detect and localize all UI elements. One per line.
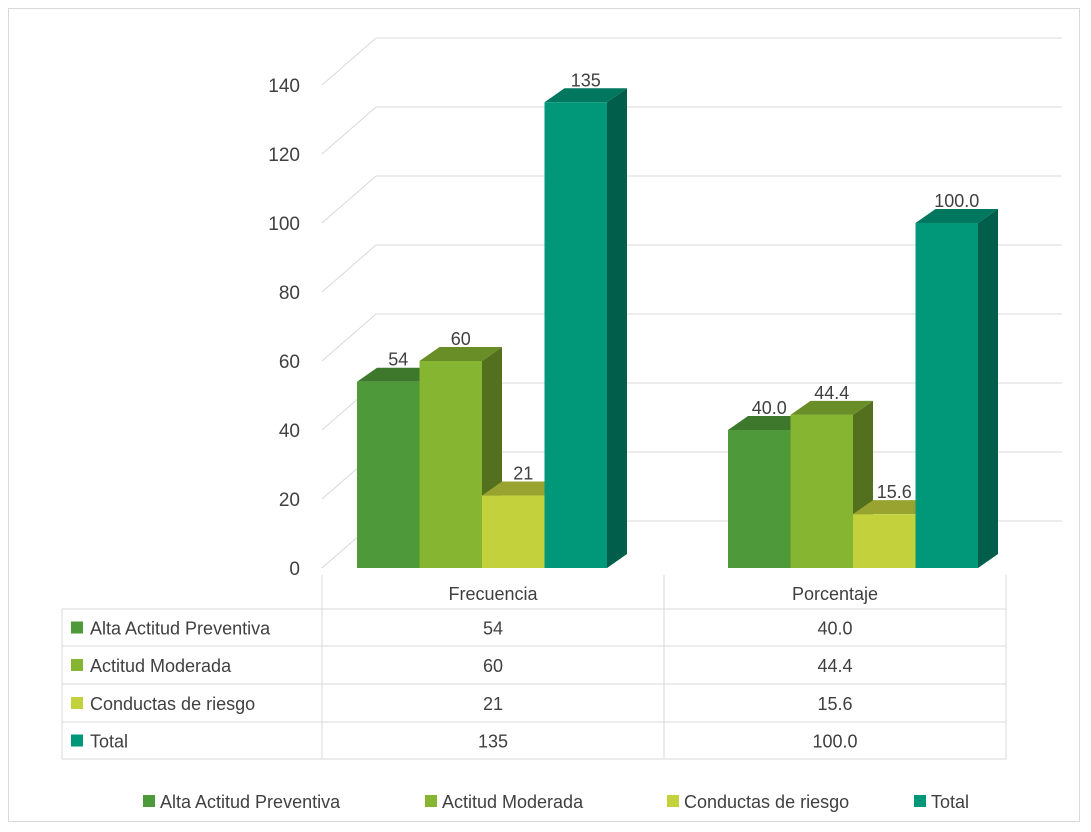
bar-top — [482, 481, 565, 496]
y-tick-label: 140 — [268, 76, 300, 97]
table-row-label: Total — [90, 732, 128, 752]
data-label: 135 — [571, 70, 601, 90]
legend-label: Conductas de riesgo — [684, 792, 849, 812]
bar-side — [607, 88, 627, 568]
gridline-side — [321, 244, 377, 293]
table-cell: 44.4 — [817, 656, 852, 676]
legend-label: Alta Actitud Preventiva — [160, 792, 341, 812]
legend-key — [425, 795, 437, 807]
legend-key — [143, 795, 155, 807]
data-label: 54 — [388, 350, 408, 370]
y-tick-label: 120 — [268, 145, 300, 166]
data-label: 40.0 — [752, 398, 787, 418]
legend-key — [667, 795, 679, 807]
bar-top — [357, 367, 440, 382]
table-legend-key — [71, 734, 83, 747]
gridline-side — [321, 313, 377, 362]
bar-top — [419, 347, 502, 361]
y-tick-label: 80 — [279, 283, 300, 304]
bar — [544, 102, 607, 568]
data-label: 21 — [513, 464, 533, 484]
table-header: Porcentaje — [792, 584, 878, 604]
bar — [419, 361, 482, 568]
bar — [853, 514, 916, 568]
gridline-side — [321, 37, 377, 86]
table-cell: 100.0 — [812, 732, 857, 752]
bar — [482, 495, 545, 568]
table-cell: 60 — [483, 656, 503, 676]
data-label: 15.6 — [877, 482, 912, 502]
bar-side — [978, 209, 998, 568]
table-legend-key — [71, 621, 83, 634]
table-cell: 21 — [483, 694, 503, 714]
table-header: Frecuencia — [448, 584, 538, 604]
table-legend-key — [71, 697, 83, 709]
y-tick-label: 20 — [279, 490, 300, 511]
table-legend-key — [71, 659, 83, 671]
bar — [790, 414, 853, 568]
table-cell: 40.0 — [817, 619, 852, 639]
bar-top — [790, 400, 873, 415]
table-cell: 135 — [478, 732, 508, 752]
table-cell: 15.6 — [817, 694, 852, 714]
legend-label: Actitud Moderada — [442, 792, 584, 812]
y-tick-label: 0 — [289, 559, 300, 580]
table-row-label: Conductas de riesgo — [90, 694, 255, 714]
bar-top — [853, 500, 936, 515]
y-tick-label: 100 — [268, 214, 300, 235]
gridline-side — [321, 106, 377, 155]
data-label: 60 — [451, 329, 471, 349]
bar — [915, 223, 978, 568]
gridline-side — [321, 175, 377, 224]
table-row-label: Actitud Moderada — [90, 656, 232, 676]
bar — [357, 381, 420, 568]
data-label: 44.4 — [814, 383, 849, 403]
table-cell: 54 — [483, 619, 503, 639]
bar-top — [915, 209, 998, 223]
table-row-label: Alta Actitud Preventiva — [90, 619, 271, 639]
y-tick-label: 40 — [279, 421, 300, 442]
legend-key — [914, 795, 926, 807]
bar-top — [728, 416, 811, 430]
bar-top — [544, 88, 627, 103]
bar — [728, 430, 791, 568]
data-label: 100.0 — [934, 191, 979, 211]
chart-frame — [8, 8, 1080, 822]
y-tick-label: 60 — [279, 352, 300, 373]
legend-label: Total — [931, 792, 969, 812]
